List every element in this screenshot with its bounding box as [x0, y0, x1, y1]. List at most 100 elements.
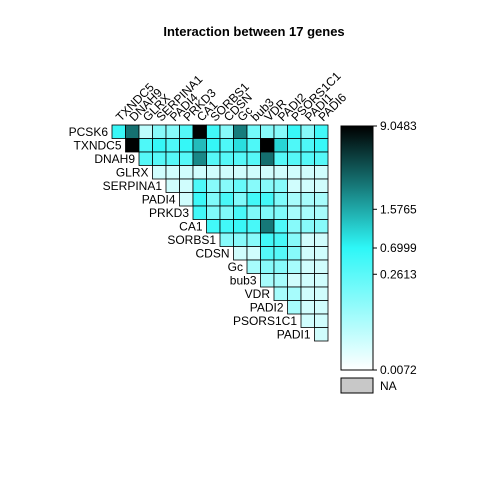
heatmap-cell	[219, 205, 234, 220]
color-legend: 9.0483 1.5765 0.6999 0.2613 0.0072	[340, 119, 417, 377]
heatmap-cell	[246, 178, 261, 193]
heatmap-cell	[246, 205, 261, 220]
heatmap-cell	[273, 138, 288, 153]
heatmap-cell	[206, 192, 221, 207]
heatmap-cell	[260, 138, 275, 153]
row-label: Gc	[228, 260, 243, 274]
row-label: CDSN	[195, 246, 229, 260]
heatmap-cell	[233, 124, 248, 139]
heatmap-cell	[300, 286, 315, 301]
heatmap-cell	[300, 232, 315, 247]
heatmap-cell	[179, 192, 194, 207]
heatmap-cell	[192, 124, 207, 139]
heatmap-cell	[206, 151, 221, 166]
heatmap-cell	[179, 178, 194, 193]
heatmap-cell	[246, 138, 261, 153]
heatmap-cell	[260, 124, 275, 139]
heatmap-cell	[300, 273, 315, 288]
heatmap-cell	[300, 178, 315, 193]
heatmap-cell	[233, 246, 248, 261]
heatmap-cell	[287, 273, 302, 288]
heatmap-cell	[233, 165, 248, 180]
row-label: DNAH9	[94, 152, 135, 166]
heatmap-cell	[192, 192, 207, 207]
heatmap-cell	[314, 219, 329, 234]
heatmap-cell	[233, 205, 248, 220]
heatmap-cell	[300, 138, 315, 153]
heatmap-cell	[300, 219, 315, 234]
heatmap-cell	[179, 124, 194, 139]
heatmap-cell	[287, 232, 302, 247]
heatmap-cell	[314, 313, 329, 328]
heatmap-cell	[314, 151, 329, 166]
colorbar-tick-label: 0.6999	[380, 241, 417, 255]
heatmap-cell	[287, 138, 302, 153]
colorbar-tick-label: 1.5765	[380, 202, 417, 216]
heatmap-cell	[273, 165, 288, 180]
heatmap-cell	[273, 219, 288, 234]
heatmap-cell	[152, 138, 167, 153]
heatmap-cell	[192, 165, 207, 180]
heatmap-cell	[206, 219, 221, 234]
heatmap-cell	[233, 219, 248, 234]
heatmap-cell	[246, 232, 261, 247]
heatmap-cell	[300, 259, 315, 274]
heatmap-cell	[233, 151, 248, 166]
heatmap-cell	[165, 178, 180, 193]
heatmap-cell	[233, 232, 248, 247]
heatmap-cell	[260, 151, 275, 166]
heatmap-cell	[219, 192, 234, 207]
na-swatch	[340, 377, 374, 394]
heatmap-cell	[314, 138, 329, 153]
row-label: bub3	[230, 273, 257, 287]
heatmap-cell	[300, 124, 315, 139]
heatmap-cell	[287, 165, 302, 180]
heatmap-cell	[165, 138, 180, 153]
heatmap-cell	[233, 138, 248, 153]
heatmap-cell	[260, 273, 275, 288]
heatmap-cell	[260, 219, 275, 234]
heatmap-cell	[192, 205, 207, 220]
heatmap-cell	[287, 192, 302, 207]
heatmap-cell	[246, 246, 261, 261]
row-label: SERPINA1	[103, 179, 163, 193]
heatmap-cell	[300, 246, 315, 261]
heatmap-cell	[246, 124, 261, 139]
heatmap-cell	[287, 259, 302, 274]
heatmap-cell	[233, 192, 248, 207]
heatmap-cell	[206, 138, 221, 153]
na-legend: NA	[340, 377, 397, 394]
heatmap-cell	[314, 124, 329, 139]
heatmap-cell	[179, 165, 194, 180]
row-label: TXNDC5	[73, 138, 121, 152]
heatmap-cell	[219, 178, 234, 193]
heatmap-cell	[260, 165, 275, 180]
heatmap-cell	[300, 165, 315, 180]
heatmap-cell	[260, 178, 275, 193]
heatmap-cell	[273, 246, 288, 261]
heatmap-cell	[314, 192, 329, 207]
row-label: VDR	[245, 287, 271, 301]
heatmap-cell	[111, 124, 126, 139]
row-labels: PCSK6TXNDC5DNAH9GLRXSERPINA1PADI4PRKD3CA…	[69, 125, 311, 342]
heatmap-cell	[287, 246, 302, 261]
heatmap-cell	[273, 124, 288, 139]
heatmap-cell	[246, 259, 261, 274]
heatmap-cell	[314, 286, 329, 301]
na-label: NA	[380, 379, 397, 393]
column-labels: TXNDC5DNAH9GLRXSERPINA1PADI4PRKD3CA1SORB…	[113, 69, 350, 124]
heatmap-cell	[246, 165, 261, 180]
row-label: PRKD3	[149, 206, 189, 220]
heatmap-cell	[165, 165, 180, 180]
heatmap-cell	[260, 259, 275, 274]
heatmap-cell	[314, 300, 329, 315]
heatmap-cell	[314, 205, 329, 220]
heatmap-cell	[165, 124, 180, 139]
heatmap-cell	[260, 232, 275, 247]
heatmap-cell	[192, 151, 207, 166]
heatmap-cell	[219, 124, 234, 139]
heatmap-cell	[179, 138, 194, 153]
row-label: GLRX	[116, 165, 149, 179]
heatmap-cell	[314, 259, 329, 274]
